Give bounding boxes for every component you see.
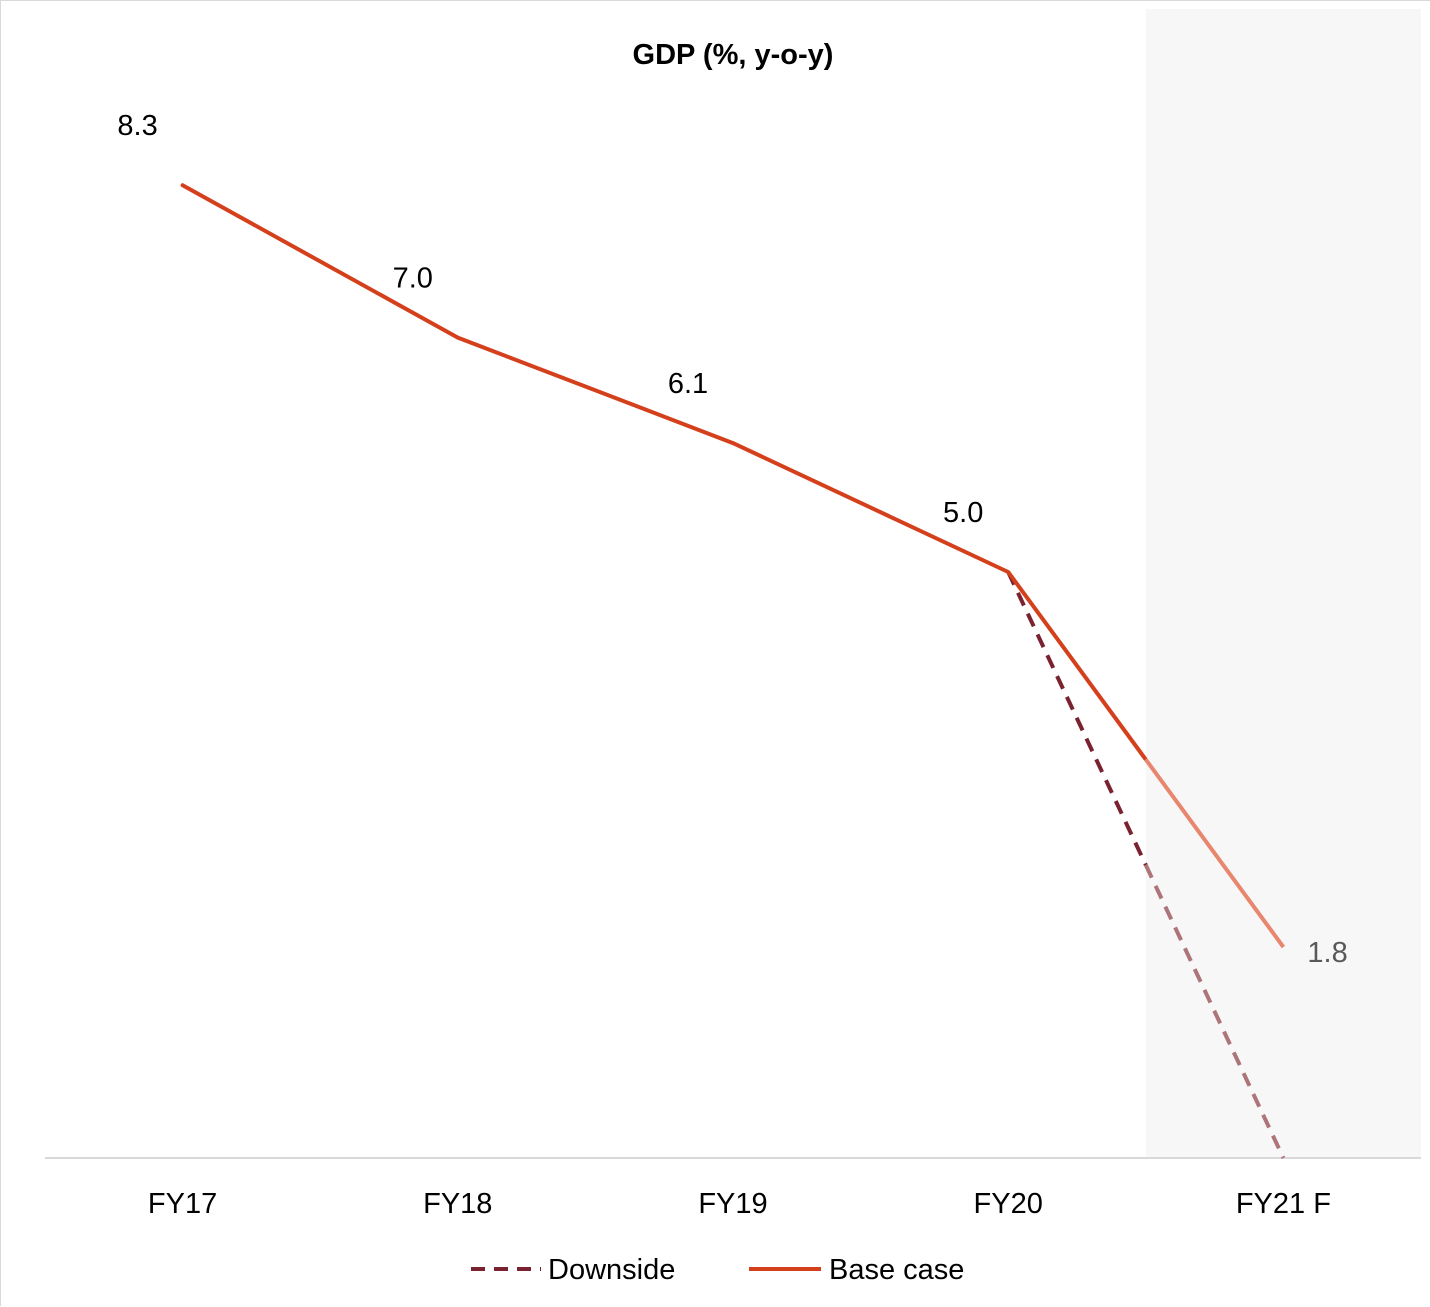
series-lines bbox=[180, 183, 1286, 1159]
x-tick-label-fy19: FY19 bbox=[698, 1188, 767, 1220]
x-tick-label-fy17: FY17 bbox=[148, 1188, 217, 1220]
base-case-segment-3 bbox=[1006, 570, 1148, 761]
data-label-fy17: 8.3 bbox=[117, 110, 157, 142]
chart-title: GDP (%, y-o-y) bbox=[633, 39, 834, 71]
legend-base-case-label: Base case bbox=[829, 1254, 964, 1286]
downside-segment-3-forecast bbox=[1143, 864, 1286, 1159]
x-tick-label-fy21-f: FY21 F bbox=[1236, 1188, 1331, 1220]
data-label-fy20: 5.0 bbox=[943, 497, 983, 529]
base-case-segment-1 bbox=[455, 335, 735, 446]
forecast-shading bbox=[1145, 9, 1421, 1158]
base-case-segment-2 bbox=[731, 441, 1011, 574]
data-labels: 8.3 7.0 6.1 5.0 1.8 bbox=[117, 110, 1347, 969]
data-label-fy18: 7.0 bbox=[393, 263, 433, 295]
legend: Downside Base case bbox=[471, 1254, 964, 1286]
downside-segment-3 bbox=[1006, 571, 1148, 866]
x-tick-label-fy18: FY18 bbox=[423, 1188, 492, 1220]
x-tick-labels: FY17 FY18 FY19 FY20 FY21 F bbox=[148, 1188, 1331, 1220]
x-tick-label-fy20: FY20 bbox=[974, 1188, 1043, 1220]
base-case-segment-0 bbox=[180, 183, 460, 340]
legend-downside-label: Downside bbox=[548, 1254, 675, 1286]
data-label-fy19: 6.1 bbox=[668, 368, 708, 400]
base-case-segment-3-forecast bbox=[1144, 758, 1286, 949]
data-label-fy21-f: 1.8 bbox=[1307, 937, 1347, 969]
